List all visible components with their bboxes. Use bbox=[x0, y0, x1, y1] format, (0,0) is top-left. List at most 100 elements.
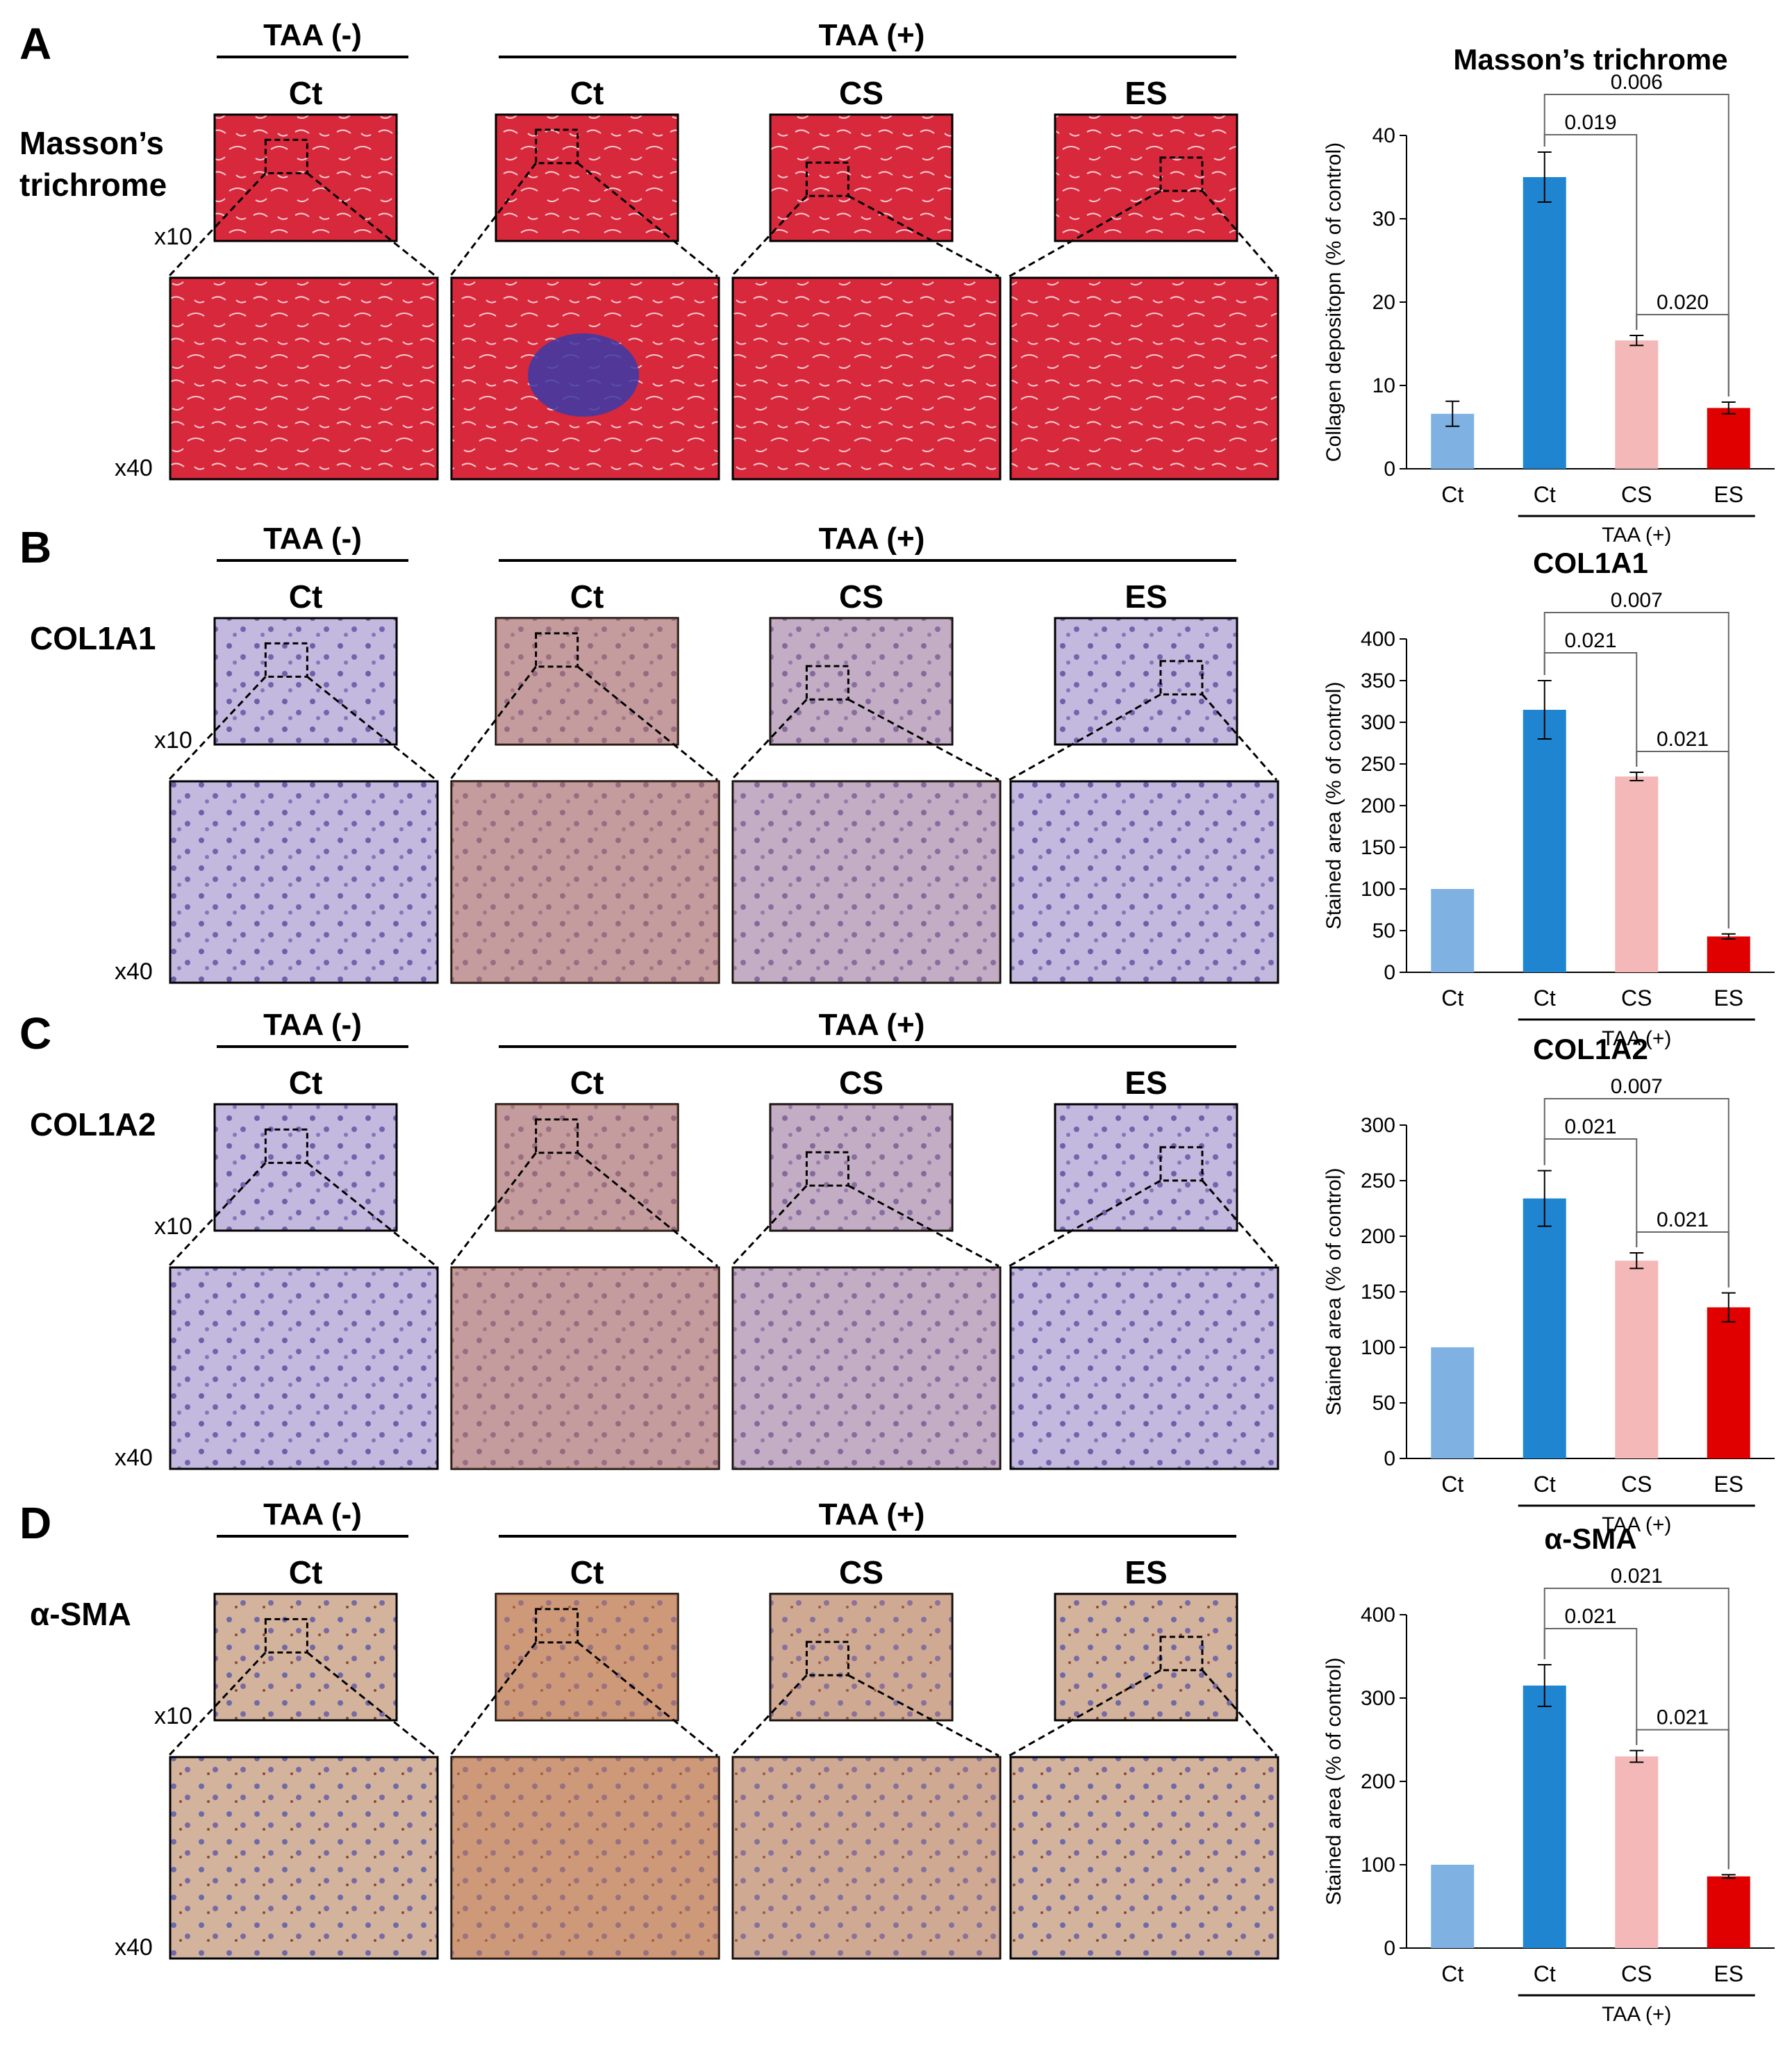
magnification-x10: x10 bbox=[154, 727, 192, 754]
zoom-guide-line bbox=[306, 676, 437, 781]
micrograph-x40 bbox=[169, 1266, 439, 1470]
micrograph-x40 bbox=[450, 1266, 720, 1470]
micrograph-x40 bbox=[450, 780, 720, 984]
x-group-label: TAA (+) bbox=[1602, 1513, 1671, 1536]
p-value-label: 0.006 bbox=[1611, 71, 1663, 94]
p-value-label: 0.007 bbox=[1611, 589, 1663, 612]
significance-bracket: 0.021 bbox=[1636, 1706, 1729, 1870]
group-label-taa-pos: TAA (+) bbox=[819, 1008, 925, 1042]
group-label-taa-neg: TAA (-) bbox=[263, 1008, 362, 1042]
p-value-label: 0.021 bbox=[1657, 728, 1709, 751]
zoom-guide-line bbox=[1009, 1669, 1161, 1757]
zoom-region-box bbox=[805, 665, 849, 701]
y-tick-label: 300 bbox=[1361, 711, 1395, 734]
bar bbox=[1707, 408, 1750, 469]
micrograph-x40 bbox=[450, 1756, 720, 1960]
panel-letter: B bbox=[19, 522, 51, 572]
column-label: ES bbox=[1125, 1065, 1167, 1101]
x-group-label: TAA (+) bbox=[1602, 524, 1671, 547]
bracket-line bbox=[1636, 314, 1729, 397]
micrograph-x10 bbox=[769, 1592, 954, 1722]
zoom-guide-line bbox=[576, 1641, 718, 1757]
stain-tint bbox=[733, 1267, 1000, 1469]
zoom-region-box bbox=[1159, 1636, 1204, 1672]
zoom-region-box bbox=[1159, 660, 1204, 696]
micrograph-x10 bbox=[213, 617, 398, 746]
significance-bracket: 0.021 bbox=[1543, 1565, 1729, 1870]
zoom-guide-line bbox=[1201, 1179, 1278, 1267]
p-value-label: 0.021 bbox=[1564, 1115, 1616, 1138]
zoom-guide-line bbox=[847, 1674, 999, 1757]
zoom-guide-line bbox=[167, 1652, 267, 1757]
bar-chart: COL1A2 0 50 100 150 200 250 300 Stained area (% … bbox=[1322, 1033, 1775, 1536]
x-category-label: Ct bbox=[1534, 1961, 1556, 1986]
zoom-guide-line bbox=[449, 665, 537, 781]
bar bbox=[1431, 1347, 1475, 1458]
bracket-line bbox=[1543, 1098, 1729, 1288]
group-label-taa-neg: TAA (-) bbox=[263, 1497, 362, 1531]
x-category-label: CS bbox=[1621, 482, 1652, 507]
bracket-line bbox=[1543, 1588, 1729, 1870]
significance-bracket: 0.020 bbox=[1636, 291, 1729, 397]
column-label: Ct bbox=[289, 1065, 323, 1101]
y-tick-label: 100 bbox=[1361, 1854, 1395, 1877]
group-label-taa-neg: TAA (-) bbox=[263, 522, 362, 556]
stain-tint bbox=[733, 1757, 1000, 1958]
row-label: COL1A2 bbox=[30, 1106, 156, 1142]
p-value-label: 0.021 bbox=[1611, 1565, 1663, 1588]
column-label: ES bbox=[1125, 75, 1167, 111]
zoom-guide-line bbox=[167, 172, 267, 278]
magnification-x10: x10 bbox=[154, 1703, 192, 1729]
bar-chart: Masson’s trichrome 0 10 20 30 40 Collagen depo… bbox=[1322, 43, 1775, 547]
p-value-label: 0.020 bbox=[1657, 291, 1709, 314]
y-tick-label: 300 bbox=[1361, 1114, 1395, 1137]
micrograph-x40 bbox=[169, 780, 439, 984]
stain-tint bbox=[451, 1267, 719, 1469]
x-group-label: TAA (+) bbox=[1602, 1027, 1671, 1050]
column-label: Ct bbox=[289, 75, 323, 111]
micrograph-x40 bbox=[169, 276, 439, 481]
x-category-label: Ct bbox=[1534, 1472, 1556, 1497]
zoom-guide-line bbox=[1201, 693, 1278, 781]
stain-tint bbox=[451, 781, 719, 983]
magnification-x40: x40 bbox=[115, 1934, 153, 1961]
zoom-guide-line bbox=[306, 1652, 437, 1757]
micrograph-x10 bbox=[769, 113, 954, 242]
zoom-region-box bbox=[805, 1640, 849, 1677]
bar bbox=[1707, 936, 1750, 972]
zoom-guide-line bbox=[1201, 1669, 1278, 1756]
bracket-line bbox=[1636, 1729, 1729, 1870]
panel-letter: C bbox=[19, 1008, 51, 1058]
x-category-label: ES bbox=[1714, 985, 1743, 1010]
group-label-taa-pos: TAA (+) bbox=[819, 522, 925, 556]
y-tick-label: 350 bbox=[1361, 669, 1395, 692]
zoom-guide-line bbox=[730, 699, 808, 781]
panel-letter: A bbox=[19, 19, 51, 69]
micrograph-x40 bbox=[1009, 1756, 1279, 1960]
bar bbox=[1615, 1261, 1659, 1458]
zoom-guide-line bbox=[449, 1641, 537, 1756]
row-label: COL1A1 bbox=[30, 620, 156, 656]
y-tick-label: 200 bbox=[1361, 795, 1395, 817]
y-tick-label: 30 bbox=[1372, 208, 1395, 231]
y-tick-label: 0 bbox=[1384, 961, 1395, 984]
micrograph-x40 bbox=[731, 780, 1002, 984]
y-axis-label: Stained area (% of control) bbox=[1322, 1658, 1345, 1906]
zoom-guide-line bbox=[730, 195, 808, 278]
y-tick-label: 250 bbox=[1361, 1170, 1395, 1192]
x-category-label: Ct bbox=[1441, 482, 1463, 507]
column-label: Ct bbox=[570, 1065, 604, 1101]
x-category-label: Ct bbox=[1441, 985, 1463, 1010]
micrograph-x10 bbox=[213, 1592, 398, 1722]
column-label: CS bbox=[839, 1065, 883, 1101]
zoom-guide-line bbox=[306, 1162, 437, 1267]
micrograph-x10 bbox=[1054, 1103, 1238, 1232]
y-tick-label: 300 bbox=[1361, 1687, 1395, 1710]
zoom-guide-line bbox=[576, 1151, 718, 1267]
y-tick-label: 150 bbox=[1361, 836, 1395, 859]
y-tick-label: 0 bbox=[1384, 1937, 1395, 1960]
y-tick-label: 0 bbox=[1384, 458, 1395, 481]
